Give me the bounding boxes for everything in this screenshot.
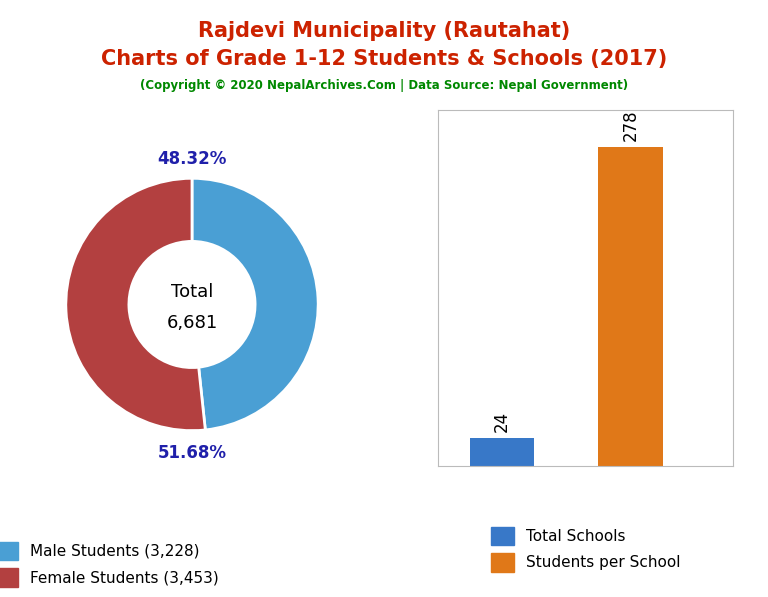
- Bar: [598, 147, 663, 466]
- Text: Charts of Grade 1-12 Students & Schools (2017): Charts of Grade 1-12 Students & Schools …: [101, 49, 667, 69]
- Text: 24: 24: [493, 411, 511, 432]
- Wedge shape: [66, 179, 205, 430]
- Text: 278: 278: [621, 110, 640, 141]
- Text: Total: Total: [170, 283, 214, 301]
- Text: Rajdevi Municipality (Rautahat): Rajdevi Municipality (Rautahat): [198, 21, 570, 41]
- Bar: [470, 438, 535, 466]
- Text: 6,681: 6,681: [167, 315, 217, 333]
- Legend: Total Schools, Students per School: Total Schools, Students per School: [491, 527, 680, 572]
- Text: 51.68%: 51.68%: [157, 444, 227, 462]
- Text: 48.32%: 48.32%: [157, 150, 227, 168]
- Wedge shape: [192, 179, 318, 430]
- Text: (Copyright © 2020 NepalArchives.Com | Data Source: Nepal Government): (Copyright © 2020 NepalArchives.Com | Da…: [140, 79, 628, 92]
- Legend: Male Students (3,228), Female Students (3,453): Male Students (3,228), Female Students (…: [0, 541, 219, 586]
